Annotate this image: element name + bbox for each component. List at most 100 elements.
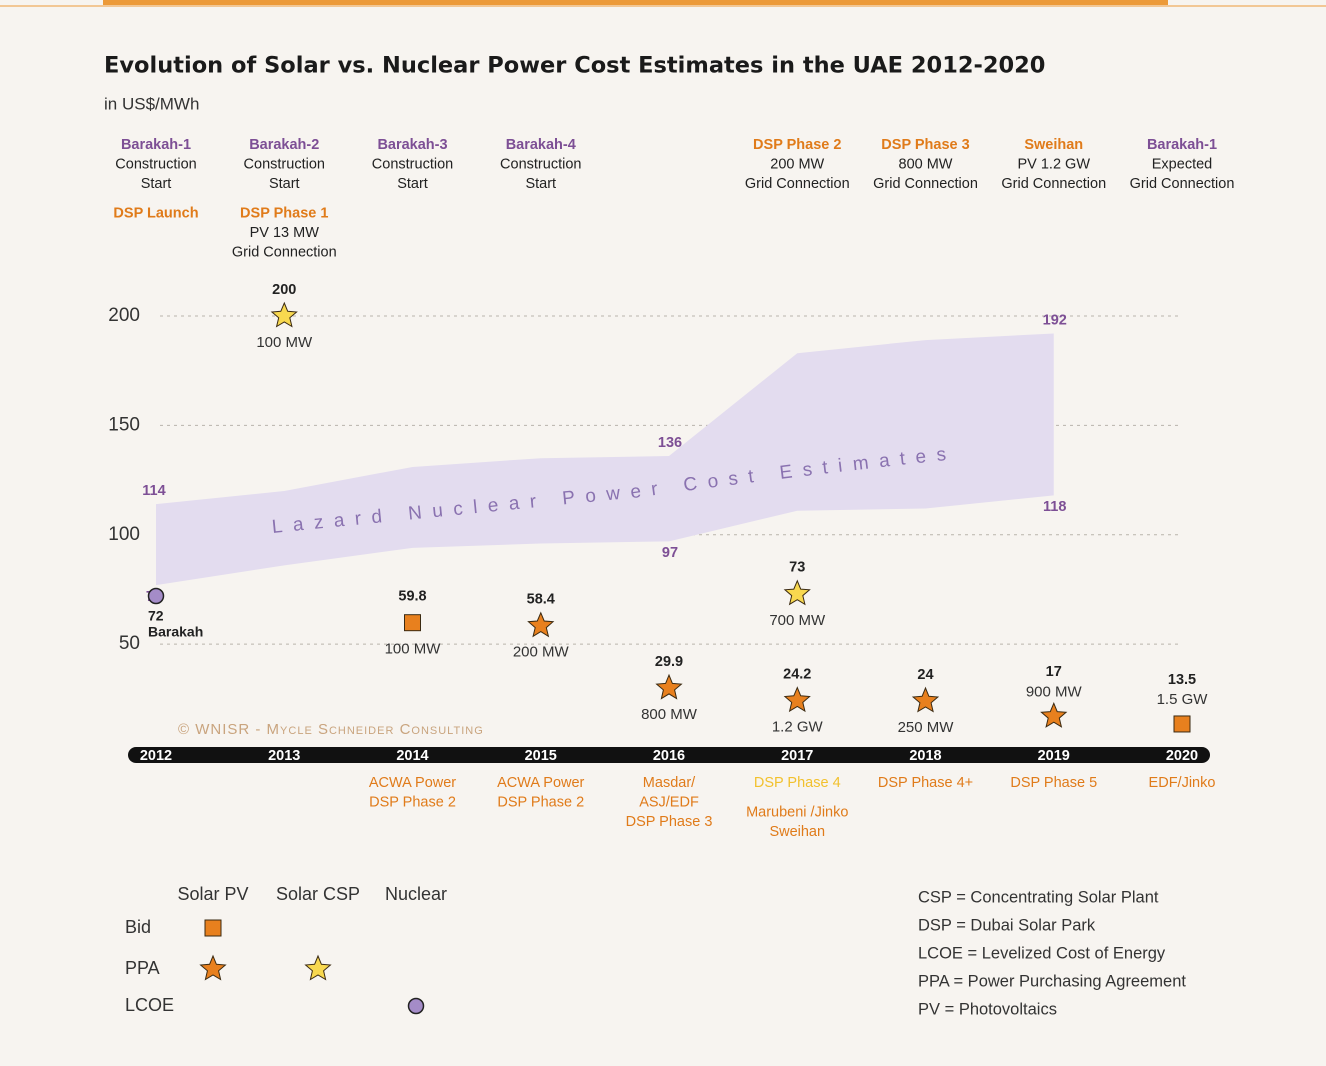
x-tick-label: 2020 — [1166, 748, 1198, 764]
event-line: DSP Phase 5 — [1010, 775, 1097, 791]
legend-column: Nuclear — [385, 884, 447, 904]
legend-marker — [407, 997, 425, 1015]
glossary-item: LCOE = Levelized Cost of Energy — [918, 944, 1166, 962]
point-label: 900 MW — [1026, 683, 1083, 700]
event-line: Construction — [244, 156, 325, 172]
top-bar — [103, 0, 1168, 5]
x-tick-label: 2012 — [140, 748, 172, 764]
event-line: DSP Phase 4+ — [878, 775, 973, 791]
event-line: EDF/Jinko — [1149, 775, 1216, 791]
event-line: Masdar/ — [643, 775, 696, 791]
event-line: ASJ/EDF — [639, 794, 699, 810]
event-title: Barakah-1 — [121, 137, 191, 153]
y-tick-label: 200 — [108, 305, 140, 326]
timeline-bar — [128, 747, 1210, 763]
event-line: DSP Phase 4 — [754, 775, 841, 791]
legend-column: Solar CSP — [276, 884, 360, 904]
star-marker — [527, 611, 555, 638]
x-tick-label: 2018 — [909, 748, 941, 764]
event-line: Start — [269, 176, 300, 192]
star-marker — [655, 673, 683, 700]
y-tick-label: 100 — [108, 524, 140, 545]
event-line: Grid Connection — [232, 244, 337, 260]
star-marker — [783, 686, 811, 713]
event-line: Construction — [500, 156, 581, 172]
circle-marker — [147, 587, 165, 605]
event-title: DSP Phase 1 — [240, 205, 328, 221]
legend-marker — [304, 954, 332, 981]
point-label: 800 MW — [641, 706, 698, 723]
value-label: 200 — [272, 282, 296, 298]
point-label: 250 MW — [898, 719, 955, 736]
band-value-label: 192 — [1043, 312, 1067, 328]
x-tick-label: 2014 — [396, 748, 428, 764]
value-label: 72 — [148, 608, 164, 624]
event-line: Marubeni /Jinko — [746, 804, 848, 820]
event-title: Barakah-3 — [377, 137, 447, 153]
value-label: 29.9 — [655, 654, 683, 670]
x-tick-label: 2013 — [268, 748, 300, 764]
band-value-label: 136 — [658, 435, 682, 451]
event-title: DSP Phase 3 — [881, 137, 969, 153]
event-line: Start — [141, 176, 172, 192]
y-tick-label: 150 — [108, 414, 140, 435]
event-line: DSP Phase 2 — [497, 794, 584, 810]
value-label: 59.8 — [398, 589, 426, 605]
cost-band — [156, 333, 1054, 586]
event-line: DSP Phase 3 — [626, 814, 713, 830]
chart-title: Evolution of Solar vs. Nuclear Power Cos… — [104, 53, 1045, 79]
legend-row: LCOE — [125, 995, 174, 1015]
square-marker — [1173, 715, 1191, 733]
event-title: Sweihan — [1024, 137, 1083, 153]
point-label: Barakah — [148, 624, 203, 640]
x-tick-label: 2017 — [781, 748, 813, 764]
point-label: 700 MW — [769, 612, 826, 629]
legend-marker — [199, 954, 227, 981]
event-line: Grid Connection — [873, 176, 978, 192]
event-title: Barakah-4 — [506, 137, 576, 153]
legend-row: PPA — [125, 958, 160, 978]
glossary-item: PV = Photovoltaics — [918, 1000, 1057, 1018]
star-marker — [911, 686, 940, 713]
star-marker — [1040, 701, 1068, 728]
event-title: DSP Phase 2 — [753, 137, 841, 153]
square-marker — [404, 614, 421, 632]
copyright: © WNISR - Mycle Schneider Consulting — [178, 721, 484, 738]
band-value-label: 118 — [1043, 499, 1066, 515]
event-title: Barakah-2 — [249, 137, 319, 153]
event-title: Barakah-1 — [1147, 137, 1217, 153]
event-line: Grid Connection — [1001, 176, 1106, 192]
event-line: 200 MW — [770, 156, 824, 172]
event-line: 800 MW — [899, 156, 953, 172]
value-label: 73 — [789, 560, 805, 576]
event-line: DSP Phase 2 — [369, 794, 456, 810]
legend-row: Bid — [125, 917, 151, 937]
band-value-label: 97 — [662, 545, 678, 561]
glossary-item: DSP = Dubai Solar Park — [918, 916, 1096, 934]
event-line: Construction — [372, 156, 453, 172]
event-line: Start — [525, 176, 556, 192]
event-line: Sweihan — [769, 824, 825, 840]
value-label: 24.2 — [783, 666, 811, 682]
point-label: 100 MW — [256, 334, 313, 351]
event-line: Construction — [115, 156, 196, 172]
event-line: Grid Connection — [745, 176, 850, 192]
glossary-item: PPA = Power Purchasing Agreement — [918, 972, 1186, 990]
y-tick-label: 50 — [119, 633, 140, 654]
event-line: Grid Connection — [1130, 176, 1235, 192]
x-tick-label: 2016 — [653, 748, 685, 764]
event-line: PV 1.2 GW — [1017, 156, 1090, 172]
event-line: Start — [397, 176, 428, 192]
event-line: ACWA Power — [369, 775, 456, 791]
value-label: 17 — [1046, 664, 1062, 680]
value-label: 58.4 — [527, 592, 555, 608]
value-label: 13.5 — [1168, 672, 1196, 688]
point-label: 1.2 GW — [772, 719, 824, 736]
legend-marker — [204, 919, 222, 937]
glossary-item: CSP = Concentrating Solar Plant — [918, 888, 1159, 906]
value-label: 24 — [917, 667, 933, 683]
event-line: Expected — [1152, 156, 1212, 172]
x-tick-label: 2019 — [1038, 748, 1070, 764]
x-tick-label: 2015 — [525, 748, 557, 764]
